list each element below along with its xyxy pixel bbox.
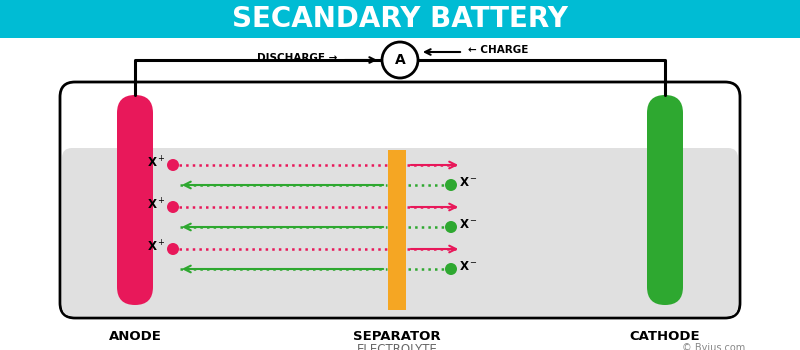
Text: ANODE: ANODE: [109, 330, 162, 343]
Circle shape: [445, 221, 457, 233]
Text: SECANDARY BATTERY: SECANDARY BATTERY: [232, 5, 568, 33]
Text: $\mathbf{X}^-$: $\mathbf{X}^-$: [459, 218, 478, 231]
FancyBboxPatch shape: [117, 95, 153, 305]
Text: $\mathbf{X}^+$: $\mathbf{X}^+$: [147, 197, 166, 213]
FancyBboxPatch shape: [647, 95, 683, 305]
Circle shape: [382, 42, 418, 78]
Text: $\mathbf{X}^+$: $\mathbf{X}^+$: [147, 155, 166, 171]
Text: ← CHARGE: ← CHARGE: [468, 45, 528, 55]
Text: CATHODE: CATHODE: [630, 330, 700, 343]
Text: SEPARATOR: SEPARATOR: [353, 330, 441, 343]
Circle shape: [167, 159, 179, 171]
Bar: [388, 150, 406, 310]
Circle shape: [167, 243, 179, 255]
Bar: [0, 0, 800, 38]
FancyBboxPatch shape: [62, 148, 738, 316]
Text: ELECTROLYTE: ELECTROLYTE: [357, 343, 438, 350]
Text: © Byjus.com: © Byjus.com: [682, 343, 745, 350]
Text: A: A: [394, 53, 406, 67]
Text: DISCHARGE →: DISCHARGE →: [257, 53, 337, 63]
Text: $\mathbf{X}^+$: $\mathbf{X}^+$: [147, 239, 166, 255]
Circle shape: [167, 201, 179, 213]
Text: $\mathbf{X}^-$: $\mathbf{X}^-$: [459, 176, 478, 189]
Text: $\mathbf{X}^-$: $\mathbf{X}^-$: [459, 260, 478, 273]
Circle shape: [445, 263, 457, 275]
FancyBboxPatch shape: [60, 82, 740, 318]
Circle shape: [445, 179, 457, 191]
